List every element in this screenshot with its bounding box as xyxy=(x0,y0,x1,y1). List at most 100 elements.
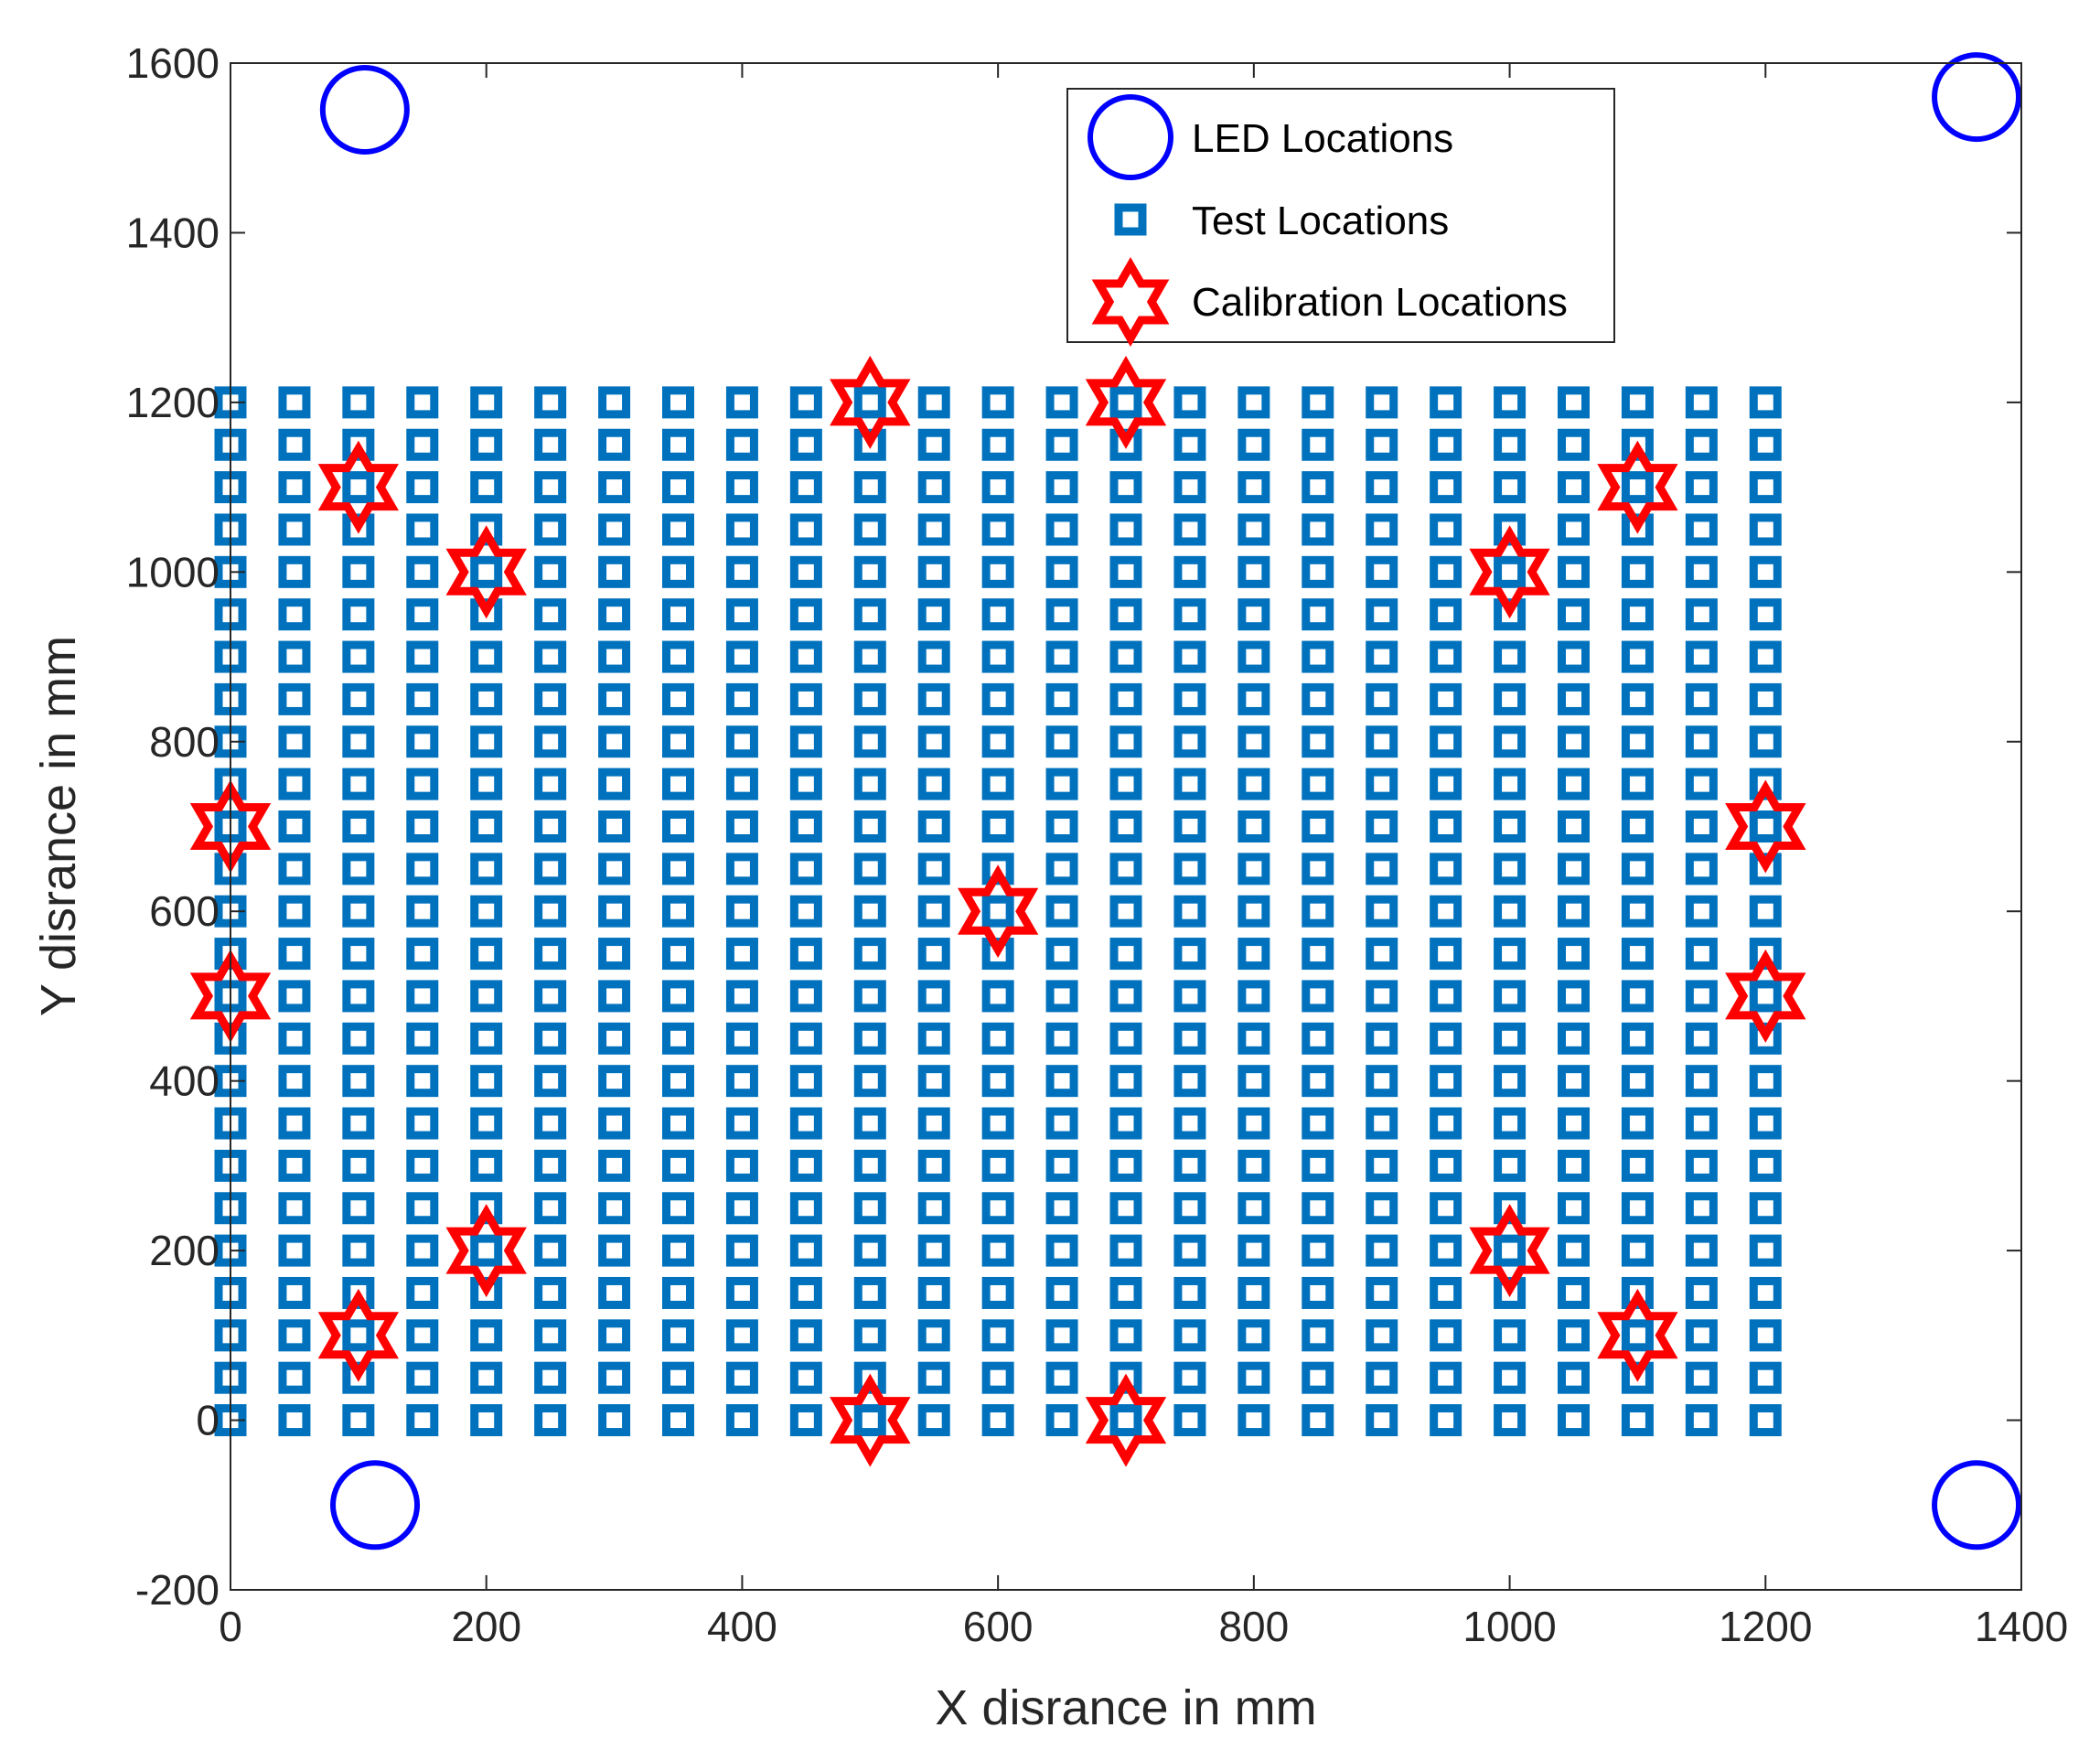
test-location-marker xyxy=(789,1107,822,1140)
test-location-marker xyxy=(278,1404,311,1437)
test-location-marker xyxy=(1109,980,1142,1013)
test-location-marker xyxy=(1173,682,1206,715)
test-location-marker xyxy=(534,1404,567,1437)
test-location-marker xyxy=(917,895,950,928)
test-location-marker xyxy=(1366,598,1398,631)
test-location-marker xyxy=(1430,853,1462,885)
test-location-marker xyxy=(1109,1319,1142,1352)
test-location-marker xyxy=(1238,513,1270,546)
legend-box xyxy=(1066,88,1615,343)
test-location-marker xyxy=(725,767,758,800)
test-location-marker xyxy=(853,938,886,971)
test-location-marker xyxy=(1494,386,1527,419)
test-location-marker xyxy=(470,1022,503,1055)
test-location-marker xyxy=(725,1404,758,1437)
test-location-marker xyxy=(1302,682,1334,715)
test-location-marker xyxy=(1494,1065,1527,1098)
test-location-marker xyxy=(1558,1107,1590,1140)
test-location-marker xyxy=(406,1065,439,1098)
test-location-marker xyxy=(1302,810,1334,842)
test-location-marker xyxy=(1558,1361,1590,1394)
test-location-marker xyxy=(1109,1276,1142,1309)
test-location-marker xyxy=(725,682,758,715)
test-location-marker xyxy=(1238,1022,1270,1055)
test-location-marker xyxy=(662,1234,694,1267)
test-location-marker xyxy=(278,1149,311,1182)
test-location-marker xyxy=(981,810,1014,842)
test-location-marker xyxy=(278,980,311,1013)
test-location-marker xyxy=(1685,767,1718,800)
test-location-marker xyxy=(1430,386,1462,419)
test-location-marker xyxy=(789,895,822,928)
test-location-marker xyxy=(1749,471,1782,504)
test-location-marker xyxy=(1430,555,1462,588)
test-location-marker xyxy=(406,1404,439,1437)
test-location-marker xyxy=(342,1149,375,1182)
test-location-marker xyxy=(1685,1149,1718,1182)
test-location-marker xyxy=(534,895,567,928)
test-location-marker xyxy=(1302,938,1334,971)
test-location-marker xyxy=(789,428,822,461)
test-location-marker xyxy=(1558,853,1590,885)
test-location-marker xyxy=(598,938,631,971)
test-location-marker xyxy=(1045,1234,1078,1267)
test-location-marker xyxy=(1558,725,1590,758)
test-location-marker xyxy=(853,767,886,800)
test-location-marker xyxy=(278,853,311,885)
test-location-marker xyxy=(725,1276,758,1309)
test-location-marker xyxy=(470,640,503,673)
test-location-marker xyxy=(1173,1192,1206,1225)
test-location-marker xyxy=(1749,1065,1782,1098)
calibration-location-marker xyxy=(1085,1373,1167,1467)
test-location-marker xyxy=(1173,1361,1206,1394)
test-location-marker xyxy=(662,428,694,461)
test-location-marker xyxy=(917,1319,950,1352)
test-location-marker xyxy=(1366,1065,1398,1098)
test-location-marker xyxy=(725,1234,758,1267)
x-tick-label: 1000 xyxy=(1462,1603,1556,1650)
test-location-marker xyxy=(662,725,694,758)
test-location-marker xyxy=(534,725,567,758)
test-location-marker xyxy=(1494,555,1527,588)
test-location-marker xyxy=(1302,725,1334,758)
test-location-marker xyxy=(1302,1022,1334,1055)
test-location-marker xyxy=(981,1149,1014,1182)
x-axis-title: X disrance in mm xyxy=(935,1680,1316,1735)
test-location-marker xyxy=(1494,1319,1527,1352)
legend-test-marker xyxy=(1114,203,1147,236)
calibration-location-marker xyxy=(1597,440,1678,534)
test-location-marker xyxy=(853,1276,886,1309)
test-location-marker xyxy=(1045,598,1078,631)
test-location-marker xyxy=(917,1107,950,1140)
test-location-marker xyxy=(1494,471,1527,504)
test-location-marker xyxy=(1045,1107,1078,1140)
test-location-marker xyxy=(1173,1234,1206,1267)
test-location-marker xyxy=(1109,386,1142,419)
test-location-marker xyxy=(1109,555,1142,588)
test-location-marker xyxy=(1109,725,1142,758)
test-location-marker xyxy=(917,767,950,800)
test-location-marker xyxy=(1558,1319,1590,1352)
test-location-marker xyxy=(278,640,311,673)
test-location-marker xyxy=(662,1149,694,1182)
test-location-marker xyxy=(598,682,631,715)
test-location-marker xyxy=(981,980,1014,1013)
test-location-marker xyxy=(789,1404,822,1437)
test-location-marker xyxy=(1749,1361,1782,1394)
test-location-marker xyxy=(470,471,503,504)
test-location-marker xyxy=(1109,767,1142,800)
test-location-marker xyxy=(789,386,822,419)
test-location-marker xyxy=(406,1319,439,1352)
test-location-marker xyxy=(917,428,950,461)
test-location-marker xyxy=(725,810,758,842)
test-location-marker xyxy=(1685,1065,1718,1098)
test-location-marker xyxy=(342,1404,375,1437)
test-location-marker xyxy=(789,1319,822,1352)
test-location-marker xyxy=(534,428,567,461)
test-location-marker xyxy=(1558,980,1590,1013)
test-location-marker xyxy=(1238,428,1270,461)
test-location-marker xyxy=(1109,513,1142,546)
test-location-marker xyxy=(470,555,503,588)
test-location-marker xyxy=(598,767,631,800)
test-location-marker xyxy=(1109,1404,1142,1437)
